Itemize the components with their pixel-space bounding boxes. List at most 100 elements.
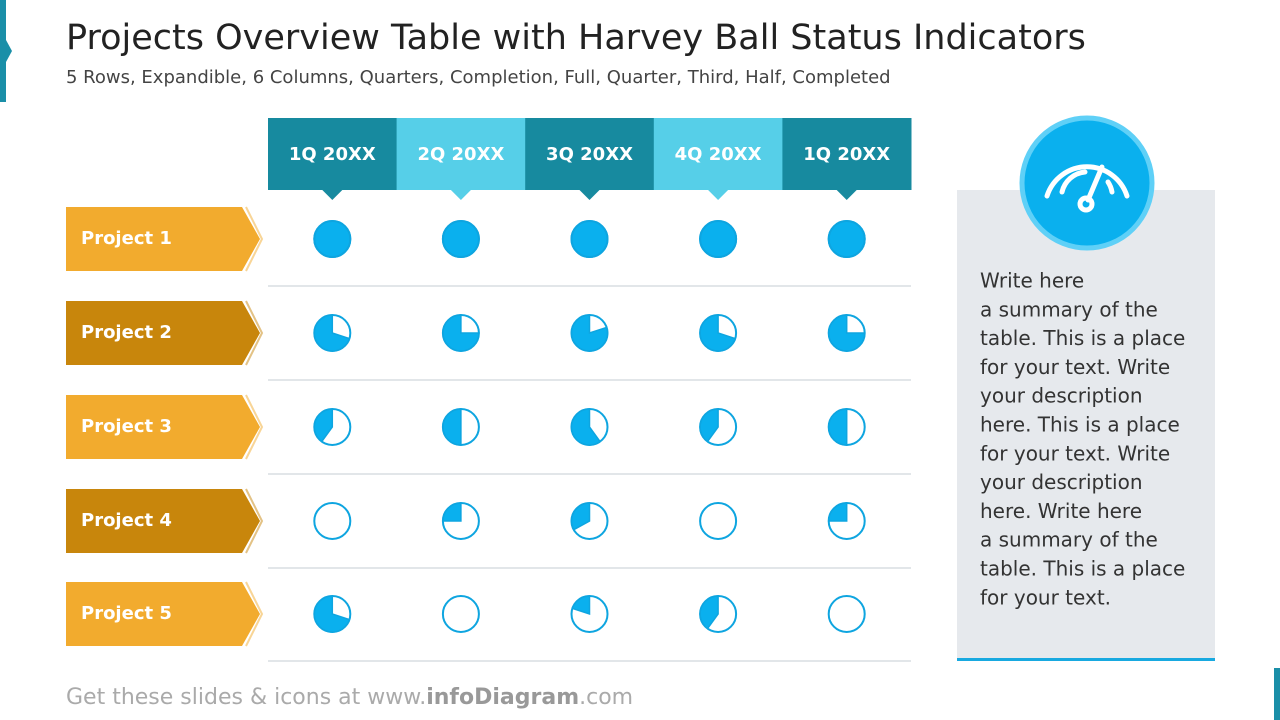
row-label-box — [66, 489, 260, 553]
harvey-ball — [827, 595, 866, 633]
column-header-label: 3Q 20XX — [546, 144, 633, 165]
harvey-ball — [827, 502, 866, 540]
harvey-ball — [570, 595, 609, 633]
row-label: Project 2 — [81, 322, 172, 343]
header-pointer — [579, 190, 600, 200]
harvey-ball — [699, 314, 738, 352]
row-label-edge — [245, 206, 264, 272]
ball-fill — [442, 314, 480, 352]
harvey-ball — [827, 220, 866, 258]
harvey-ball — [441, 314, 480, 352]
row-label-edge — [245, 394, 264, 460]
harvey-ball — [570, 314, 609, 352]
harvey-ball — [441, 595, 480, 633]
summary-line: for your text. Write — [980, 355, 1170, 379]
ball-fill — [441, 220, 480, 258]
accent-bar — [1274, 668, 1280, 720]
ball-fill — [699, 408, 719, 443]
icon-circle — [1019, 115, 1155, 251]
row-label: Project 4 — [81, 510, 172, 531]
row-label-box — [66, 395, 260, 459]
summary-line: for your text. Write — [980, 441, 1170, 465]
ball-fill — [313, 408, 334, 443]
ball-fill — [570, 220, 609, 258]
ball-fill — [442, 408, 462, 446]
column-header — [782, 118, 912, 190]
ball-outline — [313, 502, 352, 540]
column-header — [653, 118, 783, 190]
ball-outline — [441, 595, 480, 633]
ball-fill — [699, 595, 719, 630]
ball-fill — [827, 502, 848, 522]
harvey-ball — [570, 502, 609, 540]
footer-prefix: Get these slides & icons at www. — [66, 685, 426, 710]
harvey-ball — [570, 220, 609, 258]
column-header-label: 1Q 20XX — [289, 144, 376, 165]
ball-fill — [827, 314, 866, 352]
header-pointer — [450, 190, 471, 200]
footer: Get these slides & icons at www.infoDiag… — [66, 685, 633, 710]
accent-bar — [0, 0, 6, 102]
row-label: Project 3 — [81, 416, 172, 437]
ball-fill — [570, 408, 602, 446]
harvey-ball — [699, 408, 738, 446]
ball-fill — [827, 408, 848, 446]
harvey-ball — [699, 595, 738, 633]
ball-fill — [313, 220, 352, 258]
harvey-ball — [827, 408, 866, 446]
summary-line: your description — [980, 470, 1143, 494]
column-header-label: 2Q 20XX — [417, 144, 504, 165]
header-pointer — [836, 190, 857, 200]
harvey-ball — [313, 595, 352, 633]
column-header — [525, 118, 655, 190]
summary-line: table. This is a place — [980, 557, 1185, 581]
ball-fill — [313, 595, 351, 633]
harvey-ball — [441, 220, 480, 258]
ball-fill — [313, 314, 351, 352]
summary-line: table. This is a place — [980, 326, 1185, 350]
ball-outline — [827, 595, 866, 633]
harvey-ball — [313, 314, 352, 352]
summary-panel — [957, 190, 1215, 660]
summary-text: Write here a summary of the table. This is… — [980, 269, 1185, 610]
ball-fill — [571, 595, 591, 616]
harvey-ball — [699, 502, 738, 540]
summary-line: for your text. — [980, 585, 1111, 609]
row-label: Project 5 — [81, 603, 172, 624]
summary-line: Write here — [980, 269, 1084, 293]
row-label-box — [66, 582, 260, 646]
column-header — [268, 118, 398, 190]
harvey-ball — [699, 220, 738, 258]
subtitle: 5 Rows, Expandible, 6 Columns, Quarters,… — [66, 67, 891, 88]
column-header — [396, 118, 526, 190]
harvey-ball — [570, 408, 609, 446]
ball-fill — [827, 220, 866, 258]
harvey-ball — [827, 314, 866, 352]
harvey-ball — [441, 502, 480, 540]
harvey-ball — [313, 502, 352, 540]
summary-line: a summary of the — [980, 528, 1158, 552]
row-label: Project 1 — [81, 228, 172, 249]
column-header-label: 4Q 20XX — [675, 144, 762, 165]
ball-outline — [699, 502, 738, 540]
summary-line: your description — [980, 384, 1143, 408]
ball-fill — [442, 502, 462, 522]
summary-line: here. Write here — [980, 499, 1142, 523]
header-pointer — [322, 190, 343, 200]
footer-suffix: .com — [579, 685, 633, 710]
ball-fill — [570, 502, 591, 531]
ball-fill — [699, 314, 737, 352]
column-header-label: 1Q 20XX — [803, 144, 890, 165]
title: Projects Overview Table with Harvey Ball… — [66, 18, 1086, 58]
footer-brand: infoDiagram — [426, 685, 579, 710]
summary-line: here. This is a place — [980, 413, 1180, 437]
harvey-ball — [313, 220, 352, 258]
row-label-box — [66, 207, 260, 271]
ball-fill — [570, 314, 609, 352]
header-pointer — [708, 190, 729, 200]
panel-underline — [957, 658, 1215, 661]
harvey-ball — [441, 408, 480, 446]
harvey-ball — [313, 408, 352, 446]
